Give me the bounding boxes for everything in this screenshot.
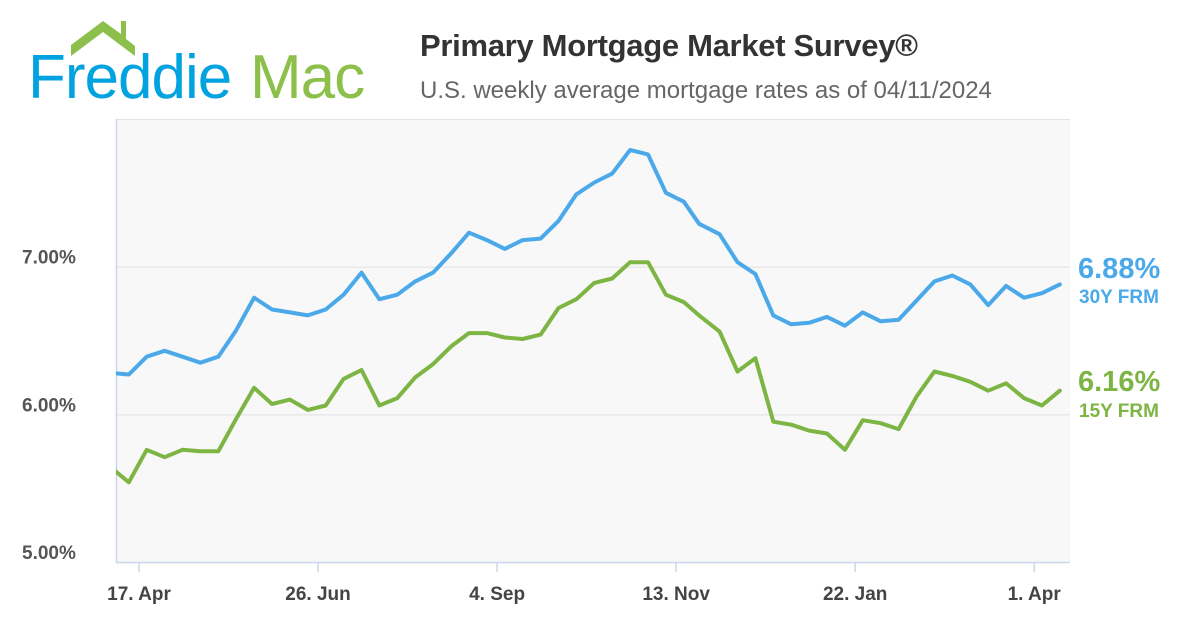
last-value-label: 6.16%: [1078, 366, 1160, 398]
y-tick-label: 7.00%: [22, 248, 76, 269]
x-tick-label: 4. Sep: [469, 584, 525, 605]
x-tick-label: 26. Jun: [285, 584, 350, 605]
x-tick-label: 1. Apr: [1008, 584, 1062, 605]
x-tick-label: 17. Apr: [107, 584, 171, 605]
freddie-mac-logo: Freddie Mac: [28, 21, 365, 108]
series-name-label: 30Y FRM: [1079, 287, 1159, 308]
logo-text-freddie: Freddie: [28, 43, 231, 108]
series-line-30y-frm: [116, 148, 1062, 377]
x-tick-label: 22. Jan: [823, 584, 887, 605]
series-name-label: 15Y FRM: [1079, 401, 1159, 422]
x-tick-label: 13. Nov: [642, 584, 710, 605]
logo-text-mac: Mac: [250, 43, 364, 108]
y-tick-label: 6.00%: [22, 395, 76, 416]
series-line-15y-frm: [116, 260, 1062, 485]
y-tick-label: 5.00%: [22, 543, 76, 564]
last-value-label: 6.88%: [1078, 253, 1160, 285]
chart-subtitle: U.S. weekly average mortgage rates as of…: [420, 77, 992, 104]
house-roof-icon: [71, 21, 135, 56]
chart-title: Primary Mortgage Market Survey®: [420, 28, 918, 63]
plot-area: [116, 119, 1070, 562]
